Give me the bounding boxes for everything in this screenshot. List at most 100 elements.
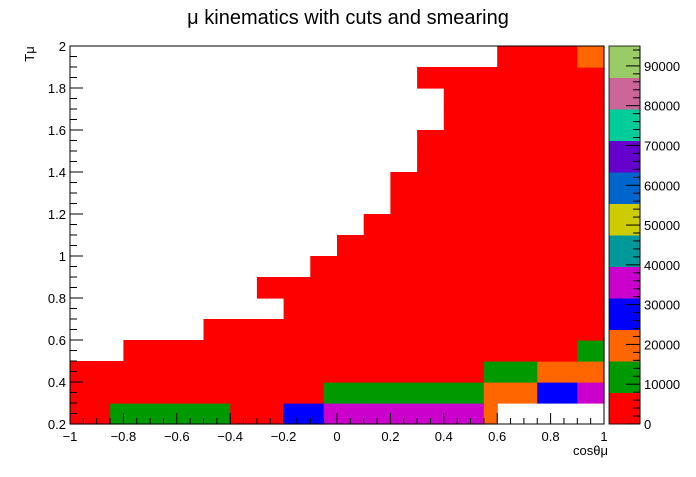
heatmap-cell xyxy=(510,172,525,194)
heatmap-cell xyxy=(337,235,351,257)
heatmap-cell xyxy=(283,277,298,299)
y-axis-label: Tμ xyxy=(22,46,37,61)
heatmap-cell xyxy=(577,172,592,194)
heatmap-cell xyxy=(537,151,552,173)
heatmap-cell xyxy=(550,130,565,152)
heatmap-cell xyxy=(470,109,485,131)
heatmap-cell xyxy=(537,319,552,341)
heatmap-cell xyxy=(577,67,592,89)
palette-swatch xyxy=(609,172,640,204)
heatmap-cell xyxy=(470,340,485,362)
heatmap-cell xyxy=(523,361,538,383)
z-tick-label: 30000 xyxy=(644,298,680,313)
heatmap-cell xyxy=(497,130,512,152)
heatmap-cell xyxy=(577,109,592,131)
heatmap-cell xyxy=(363,235,378,257)
heatmap-cell xyxy=(296,277,311,299)
heatmap-cell xyxy=(350,256,365,278)
heatmap-cell xyxy=(563,130,578,152)
heatmap-cell xyxy=(523,109,538,131)
heatmap-cell xyxy=(483,256,498,278)
heatmap-cell xyxy=(443,382,458,404)
heatmap-cell xyxy=(577,46,592,68)
heatmap-cell xyxy=(403,172,418,194)
heatmap-cell xyxy=(337,382,351,404)
heatmap-cell xyxy=(230,319,245,341)
heatmap-cell xyxy=(377,235,391,257)
heatmap-cell xyxy=(590,151,605,173)
heatmap-cell xyxy=(256,277,271,299)
heatmap-cell xyxy=(417,403,432,425)
heatmap-cell xyxy=(323,340,338,362)
heatmap-cell xyxy=(417,172,432,194)
heatmap-cell xyxy=(377,319,391,341)
heatmap-cell xyxy=(470,403,485,425)
heatmap-cell xyxy=(443,67,458,89)
heatmap-cell xyxy=(310,340,325,362)
chart-title: μ kinematics with cuts and smearing xyxy=(187,7,509,29)
palette-swatch xyxy=(609,329,640,362)
heatmap-cell xyxy=(510,193,525,215)
heatmap-cell xyxy=(363,361,378,383)
heatmap-cell xyxy=(350,361,365,383)
heatmap-cell xyxy=(296,382,311,404)
heatmap-cell xyxy=(510,235,525,257)
heatmap-cell xyxy=(430,172,445,194)
heatmap-cell xyxy=(323,361,338,383)
heatmap-cell xyxy=(243,382,258,404)
heatmap-cell xyxy=(510,67,525,89)
y-tick-label: 0.6 xyxy=(48,333,66,348)
heatmap-cell xyxy=(443,361,458,383)
x-tick-label: −1 xyxy=(63,429,78,444)
z-tick-label: 20000 xyxy=(644,337,680,352)
palette-swatch xyxy=(609,77,640,110)
heatmap-cell xyxy=(430,361,445,383)
heatmap-cell xyxy=(590,298,605,320)
heatmap-cell xyxy=(203,403,218,425)
heatmap-cell xyxy=(497,382,512,404)
heatmap-cell xyxy=(497,214,512,236)
heatmap-cell xyxy=(377,277,391,299)
heatmap-cell xyxy=(510,382,525,404)
heatmap-cell xyxy=(497,298,512,320)
heatmap-cell xyxy=(283,403,298,425)
heatmap-cell xyxy=(430,277,445,299)
heatmap-cell xyxy=(350,277,365,299)
heatmap-cell xyxy=(363,340,378,362)
z-tick-label: 70000 xyxy=(644,138,680,153)
heatmap-cell xyxy=(577,256,592,278)
x-axis-label: cosθμ xyxy=(573,443,608,458)
heatmap-cell xyxy=(537,277,552,299)
heatmap-cell xyxy=(323,298,338,320)
heatmap-cell xyxy=(417,298,432,320)
heatmap-cell xyxy=(457,109,472,131)
heatmap-cell xyxy=(483,298,498,320)
heatmap-cell xyxy=(470,277,485,299)
heatmap-cell xyxy=(457,88,472,110)
x-tick-label: 0 xyxy=(333,429,340,444)
heatmap-cell xyxy=(483,172,498,194)
heatmap-cell xyxy=(550,214,565,236)
heatmap-cell xyxy=(83,382,98,404)
heatmap-cell xyxy=(337,298,351,320)
heatmap-cell xyxy=(110,382,124,404)
palette-swatch xyxy=(609,109,640,141)
heatmap-cell xyxy=(563,214,578,236)
heatmap-cell xyxy=(523,46,538,68)
heatmap-cell xyxy=(337,277,351,299)
z-tick-label: 0 xyxy=(644,417,651,432)
heatmap-cell xyxy=(243,361,258,383)
heatmap-cell xyxy=(403,235,418,257)
heatmap-cell xyxy=(350,340,365,362)
heatmap-cell xyxy=(216,319,231,341)
heatmap-cell xyxy=(483,340,498,362)
heatmap-cell xyxy=(537,88,552,110)
heatmap-cell xyxy=(417,130,432,152)
z-axis: 0 10000 20000 30000 40000 50000 60000 70000 8000… xyxy=(626,46,680,432)
heatmap-cell xyxy=(470,172,485,194)
heatmap-cell xyxy=(483,235,498,257)
heatmap-cell xyxy=(363,319,378,341)
heatmap-cell xyxy=(443,109,458,131)
heatmap-cell xyxy=(296,340,311,362)
heatmap-cell xyxy=(230,340,245,362)
